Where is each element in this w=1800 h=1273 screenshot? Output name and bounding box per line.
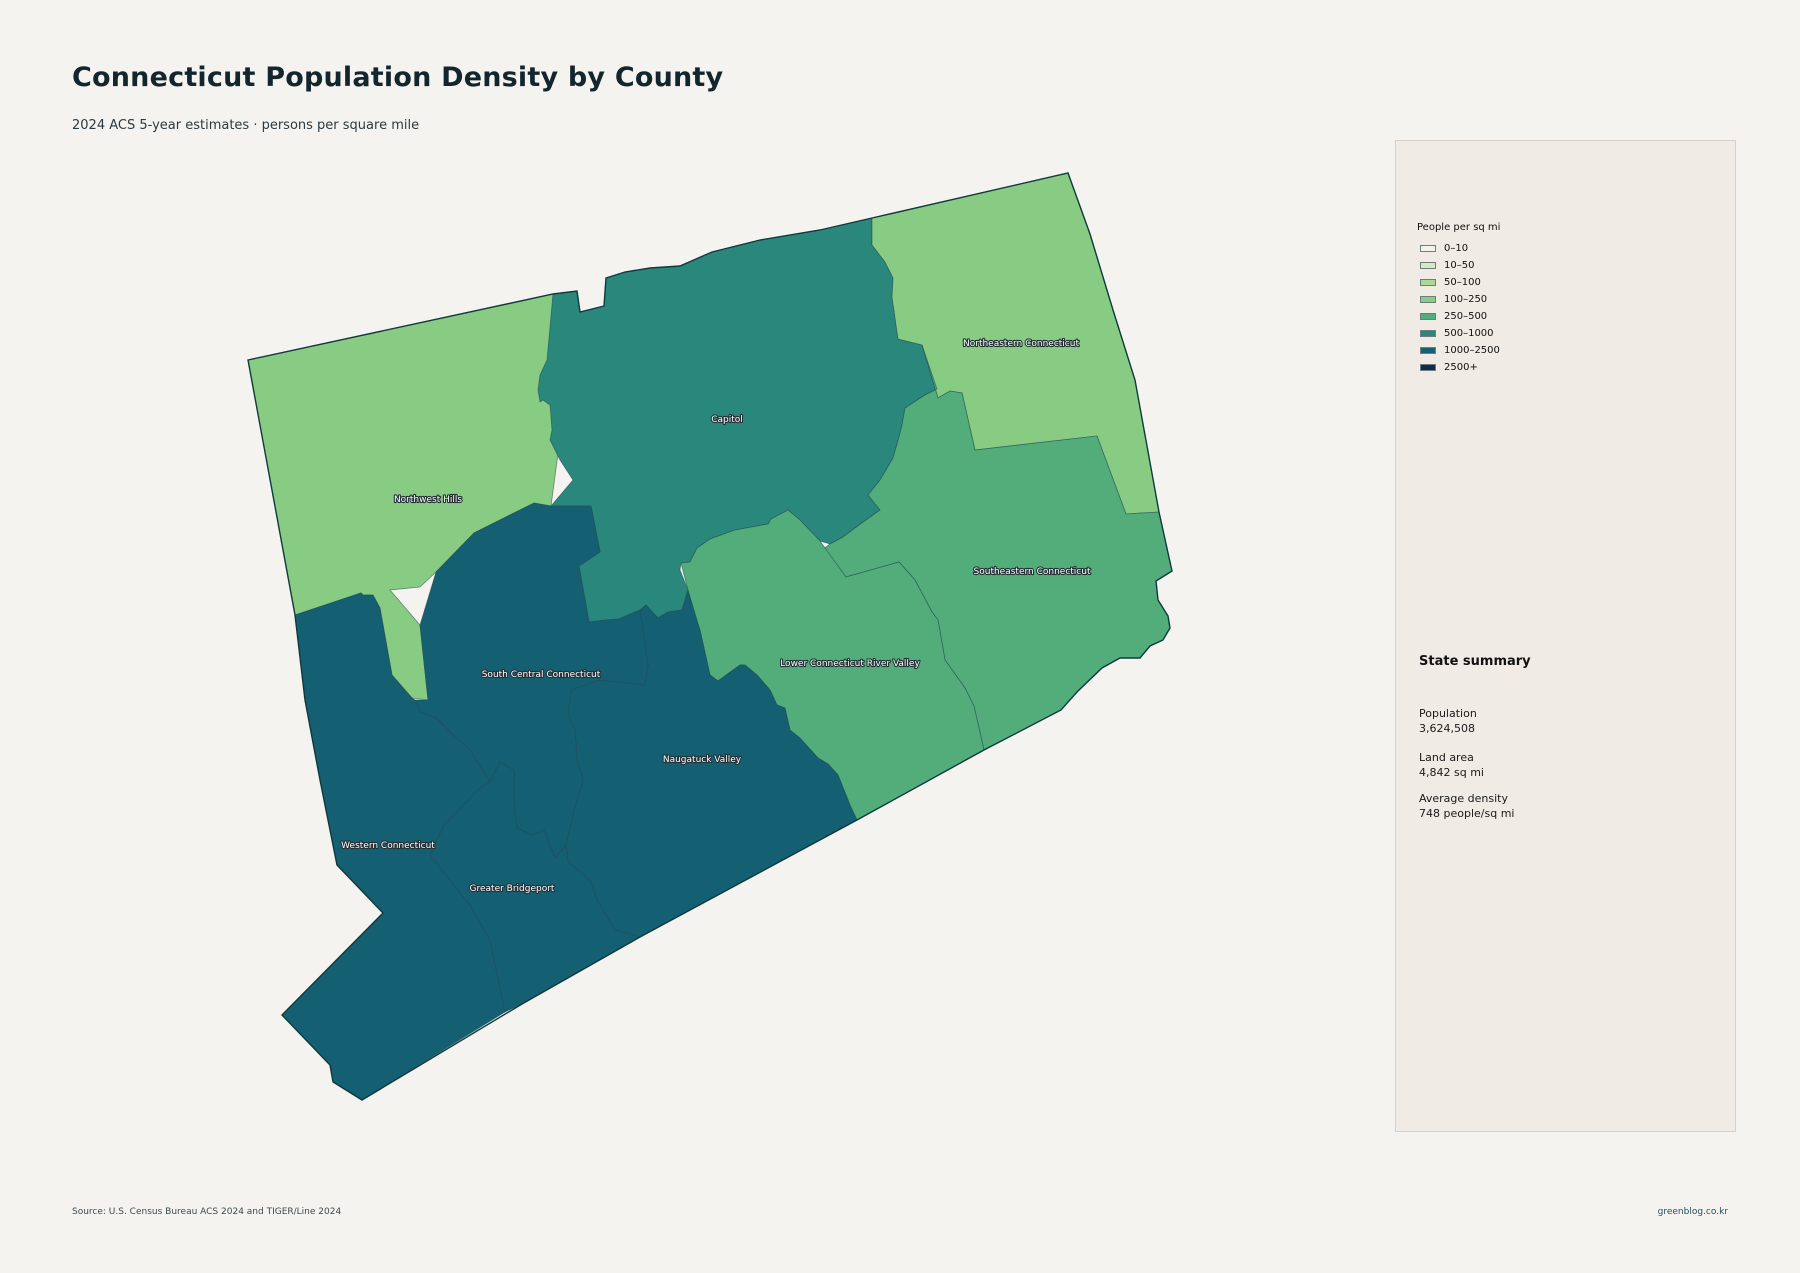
- legend-item: 0–10: [1420, 240, 1500, 257]
- site-link[interactable]: greenblog.co.kr: [1657, 1207, 1728, 1217]
- stat-population-value: 3,624,508: [1419, 722, 1475, 735]
- stat-population: Population 3,624,508: [1419, 706, 1477, 736]
- map-title: Connecticut Population Density by County: [72, 62, 724, 93]
- label-south-central-ct: Naugatuck Valley: [663, 755, 742, 765]
- stat-density: Average density 748 people/sq mi: [1419, 791, 1514, 821]
- side-panel: People per sq mi 0–10 10–50 50–100 100–2…: [1395, 140, 1736, 1132]
- legend-label: 1000–2500: [1444, 345, 1500, 356]
- map-subtitle: 2024 ACS 5-year estimates · persons per …: [72, 118, 420, 133]
- stat-land-area-value: 4,842 sq mi: [1419, 766, 1484, 779]
- legend-swatch: [1420, 364, 1436, 371]
- label-southeastern-ct: Southeastern Connecticut: [974, 567, 1091, 577]
- legend-label: 500–1000: [1444, 328, 1494, 339]
- legend-swatch: [1420, 245, 1436, 252]
- legend-label: 100–250: [1444, 294, 1488, 305]
- legend-swatch: [1420, 330, 1436, 337]
- label-naugatuck-valley: South Central Connecticut: [482, 670, 601, 680]
- stat-population-label: Population: [1419, 707, 1477, 720]
- legend-item: 500–1000: [1420, 325, 1500, 342]
- legend-item: 2500+: [1420, 359, 1500, 376]
- label-western-ct: Western Connecticut: [341, 841, 435, 851]
- state-outline: [247, 172, 1173, 1101]
- stat-land-area-label: Land area: [1419, 751, 1474, 764]
- legend-swatch: [1420, 262, 1436, 269]
- choropleth-map: Northwest Hills Capitol Northeastern Con…: [247, 172, 1173, 1101]
- label-northeastern-ct: Northeastern Connecticut: [963, 339, 1079, 349]
- label-lower-ct-river-valley: Lower Connecticut River Valley: [780, 659, 920, 669]
- legend-item: 1000–2500: [1420, 342, 1500, 359]
- legend-label: 0–10: [1444, 243, 1469, 254]
- stat-land-area: Land area 4,842 sq mi: [1419, 750, 1484, 780]
- source-note: Source: U.S. Census Bureau ACS 2024 and …: [72, 1207, 342, 1217]
- legend-swatch: [1420, 347, 1436, 354]
- legend-swatch: [1420, 296, 1436, 303]
- legend: 0–10 10–50 50–100 100–250 250–500 500–10…: [1420, 240, 1500, 376]
- legend-title: People per sq mi: [1417, 222, 1501, 233]
- legend-label: 2500+: [1444, 362, 1478, 373]
- legend-item: 250–500: [1420, 308, 1500, 325]
- legend-item: 100–250: [1420, 291, 1500, 308]
- summary-title: State summary: [1419, 654, 1531, 669]
- legend-label: 10–50: [1444, 260, 1475, 271]
- stat-density-value: 748 people/sq mi: [1419, 807, 1515, 820]
- legend-item: 10–50: [1420, 257, 1500, 274]
- label-northwest-hills: Northwest Hills: [394, 495, 462, 505]
- legend-label: 250–500: [1444, 311, 1488, 322]
- stat-density-label: Average density: [1419, 792, 1508, 805]
- label-greater-bridgeport: Greater Bridgeport: [470, 884, 555, 894]
- legend-swatch: [1420, 313, 1436, 320]
- legend-label: 50–100: [1444, 277, 1481, 288]
- legend-item: 50–100: [1420, 274, 1500, 291]
- legend-swatch: [1420, 279, 1436, 286]
- region-greater-bridgeport[interactable]: [429, 761, 642, 1013]
- label-capitol: Capitol: [711, 415, 743, 425]
